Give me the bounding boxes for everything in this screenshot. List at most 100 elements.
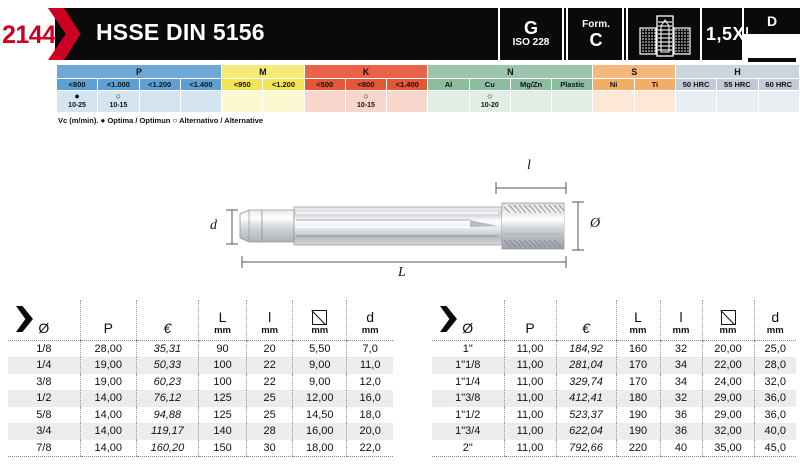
cell-square: 18,00 xyxy=(292,439,347,457)
material-speed-M-0 xyxy=(221,90,264,113)
cell-square: 20,00 xyxy=(701,340,754,357)
col-header-l: l mm xyxy=(659,300,702,341)
col-header-P: P xyxy=(79,300,137,341)
cell-L: 170 xyxy=(615,373,660,390)
cell-l: 34 xyxy=(659,373,702,390)
col-header-P: P xyxy=(503,300,556,341)
header-divider xyxy=(622,8,624,60)
shank-badge: D xyxy=(748,8,796,34)
cell-d: 45,0 xyxy=(753,439,796,457)
material-group-P: P xyxy=(55,64,223,79)
optimum-dot-icon: ● xyxy=(74,91,80,102)
cell-square: 16,00 xyxy=(292,423,347,440)
table-row[interactable]: 3/8 19,00 60,23 100 22 9,00 12,0 xyxy=(8,373,393,390)
table-row[interactable]: 1"3/4 11,00 622,04 190 36 32,00 40,0 xyxy=(432,423,796,440)
cell-l: 28 xyxy=(246,423,293,440)
material-col-H-2: 60 HRC xyxy=(757,78,800,91)
table-row[interactable]: 1/8 28,00 35,31 90 20 5,50 7,0 xyxy=(8,340,393,357)
cell-P: 11,00 xyxy=(503,406,556,423)
cell-L: 190 xyxy=(615,423,660,440)
table-row[interactable]: 1"3/8 11,00 412,41 180 32 29,00 36,0 xyxy=(432,390,796,407)
cell-square: 35,00 xyxy=(701,439,754,457)
table-row[interactable]: 1"1/4 11,00 329,74 170 34 24,00 32,0 xyxy=(432,373,796,390)
table-row[interactable]: 2" 11,00 792,66 220 40 35,00 45,0 xyxy=(432,439,796,457)
cell-P: 11,00 xyxy=(503,373,556,390)
col-symbol: d xyxy=(366,308,375,325)
table-row[interactable]: 1" 11,00 184,92 160 32 20,00 25,0 xyxy=(432,340,796,357)
cell-square: 22,00 xyxy=(701,357,754,374)
col-symbol: € xyxy=(163,320,172,337)
col-header-square: mm xyxy=(292,300,347,341)
table-row[interactable]: 1/2 14,00 76,12 125 25 12,00 16,0 xyxy=(8,390,393,407)
cell-€: 94,88 xyxy=(135,406,199,423)
legend-alternative: Alternativo / Alternative xyxy=(179,116,264,125)
table-row[interactable]: 1"1/2 11,00 523,37 190 36 29,00 36,0 xyxy=(432,406,796,423)
cell-l: 25 xyxy=(246,390,293,407)
speed-legend: Vc (m/min). ● Optima / Optimun ○ Alterna… xyxy=(58,116,263,125)
col-header-l: l mm xyxy=(246,300,293,341)
table-row[interactable]: 1"1/8 11,00 281,04 170 34 22,00 28,0 xyxy=(432,357,796,374)
material-col-M-1: <1.200 xyxy=(262,78,305,91)
material-col-K-2: <1.400 xyxy=(386,78,429,91)
square-shank-icon xyxy=(312,310,328,326)
cell-P: 11,00 xyxy=(503,423,556,440)
col-symbol: P xyxy=(525,320,535,337)
material-col-P-1: <1.000 xyxy=(97,78,140,91)
material-col-N-0: Al xyxy=(427,78,470,91)
material-speed-H-0 xyxy=(674,90,718,113)
thread-standard-symbol: G xyxy=(523,17,538,38)
cell-square: 29,00 xyxy=(701,390,754,407)
cell-P: 11,00 xyxy=(503,357,556,374)
alternative-circle-icon: ○ xyxy=(172,116,178,125)
alternative-circle-icon: ○ xyxy=(363,91,369,102)
cell-l: 40 xyxy=(659,439,702,457)
cell-l: 32 xyxy=(659,340,702,357)
header-divider xyxy=(566,8,568,60)
header-divider xyxy=(498,8,500,60)
dim-label-d: d xyxy=(210,218,217,233)
cell-€: 35,31 xyxy=(135,340,199,357)
cell-L: 160 xyxy=(615,340,660,357)
material-col-H-1: 55 HRC xyxy=(716,78,759,91)
material-col-K-1: <800 xyxy=(344,78,388,91)
header-divider xyxy=(700,8,702,60)
table-row[interactable]: 1/4 19,00 50,33 100 22 9,00 11,0 xyxy=(8,357,393,374)
cell-Ø: 2" xyxy=(432,439,504,457)
col-symbol: Ø xyxy=(38,320,50,337)
cell-d: 12,0 xyxy=(346,373,393,390)
cell-square: 9,00 xyxy=(292,373,347,390)
table-row[interactable]: 7/8 14,00 160,20 150 30 18,00 22,0 xyxy=(8,439,393,457)
cell-L: 170 xyxy=(615,357,660,374)
cell-P: 11,00 xyxy=(503,340,556,357)
material-speed-S-1 xyxy=(633,90,676,113)
cell-l: 32 xyxy=(659,390,702,407)
cell-square: 9,00 xyxy=(292,357,347,374)
material-col-N-3: Plastic xyxy=(551,78,594,91)
cell-Ø: 1"1/2 xyxy=(455,408,481,421)
col-header-d: d mm xyxy=(753,300,796,341)
cell-L: 190 xyxy=(615,406,660,423)
dim-label-l: l xyxy=(527,158,531,173)
form-label: Form. xyxy=(582,18,610,30)
cell-l: 34 xyxy=(659,357,702,374)
cell-€: 60,23 xyxy=(135,373,199,390)
vc-value: 10-25 xyxy=(68,102,87,110)
cell-d: 36,0 xyxy=(753,390,796,407)
col-unit: mm xyxy=(214,325,231,337)
table-row[interactable]: 5/8 14,00 94,88 125 25 14,50 18,0 xyxy=(8,406,393,423)
legend-vc: Vc (m/min). xyxy=(58,116,99,125)
col-header-Ø: Ø xyxy=(8,300,81,341)
vc-value: 10-20 xyxy=(480,102,499,110)
col-symbol: P xyxy=(103,320,113,337)
col-symbol: € xyxy=(582,320,590,337)
material-col-M-0: <950 xyxy=(221,78,264,91)
table-row[interactable]: 3/4 14,00 119,17 140 28 16,00 20,0 xyxy=(8,423,393,440)
cell-L: 220 xyxy=(615,439,660,457)
cell-L: 180 xyxy=(615,390,660,407)
shank-underbar xyxy=(748,58,796,62)
col-symbol: Ø xyxy=(462,320,474,337)
material-speed-N-2 xyxy=(509,90,553,113)
material-col-N-2: Mg/Zn xyxy=(509,78,553,91)
